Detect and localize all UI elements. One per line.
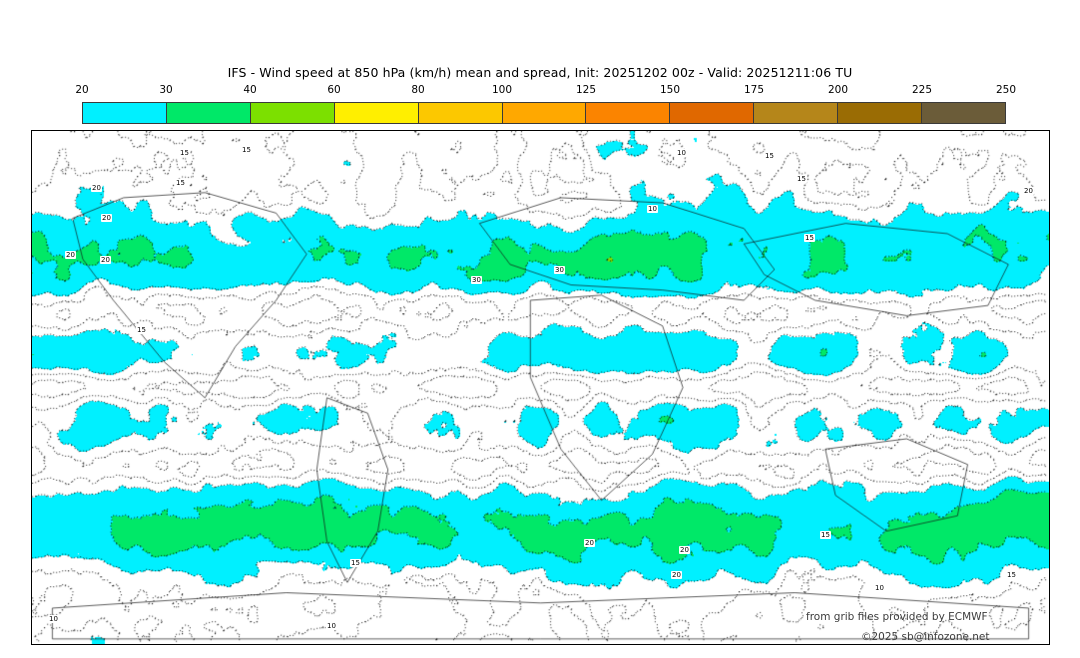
colorbar-tick-100: 100 bbox=[491, 84, 513, 96]
contour-label: 20 bbox=[100, 256, 111, 264]
colorbar-tick-175: 175 bbox=[743, 84, 765, 96]
colorbar-segment-225-250 bbox=[922, 103, 1005, 123]
colorbar-segment-175-200 bbox=[754, 103, 839, 123]
contour-label: 15 bbox=[350, 559, 361, 567]
colorbar-tick-labels: 20 30 40 60 80 100 125 150 175 200 225 250 bbox=[75, 84, 1016, 100]
contour-label: 10 bbox=[326, 622, 337, 630]
colorbar: 20 30 40 60 80 100 125 150 175 200 225 250 bbox=[75, 84, 1016, 126]
contour-label: 20 bbox=[65, 251, 76, 259]
colorbar-tick-20: 20 bbox=[75, 84, 89, 96]
colorbar-segment-80-100 bbox=[418, 103, 503, 123]
map-frame[interactable]: 15 15 10 15 20 20 15 10 15 20 15 20 20 30 30 15 20 20 20 15… bbox=[31, 130, 1050, 645]
contour-label: 20 bbox=[671, 571, 682, 579]
colorbar-tick-125: 125 bbox=[575, 84, 597, 96]
colorbar-tick-250: 250 bbox=[995, 84, 1017, 96]
contour-label: 30 bbox=[554, 266, 565, 274]
colorbar-segment-100-125 bbox=[502, 103, 587, 123]
contour-label: 15 bbox=[136, 326, 147, 334]
colorbar-segment-200-225 bbox=[838, 103, 923, 123]
contour-label: 15 bbox=[241, 146, 252, 154]
colorbar-segment-150-175 bbox=[670, 103, 755, 123]
contour-label: 15 bbox=[804, 234, 815, 242]
data-source-credit: from grib files provided by ECMWF bbox=[806, 611, 988, 623]
contour-label: 20 bbox=[91, 184, 102, 192]
contour-label: 10 bbox=[676, 149, 687, 157]
contour-label: 20 bbox=[101, 214, 112, 222]
contour-label: 10 bbox=[647, 205, 658, 213]
colorbar-tick-80: 80 bbox=[411, 84, 425, 96]
colorbar-segment-40-60 bbox=[250, 103, 335, 123]
page-title: IFS - Wind speed at 850 hPa (km/h) mean … bbox=[227, 65, 853, 80]
copyright-credit: ©2025 sb@infozone.net bbox=[861, 631, 990, 643]
colorbar-tick-40: 40 bbox=[243, 84, 257, 96]
colorbar-segment-30-40 bbox=[166, 103, 251, 123]
contour-label: 15 bbox=[820, 531, 831, 539]
colorbar-tick-60: 60 bbox=[327, 84, 341, 96]
contour-label: 10 bbox=[48, 615, 59, 623]
colorbar-tick-225: 225 bbox=[911, 84, 933, 96]
colorbar-segment-20-30 bbox=[83, 103, 167, 123]
contour-label: 15 bbox=[764, 152, 775, 160]
colorbar-segment-60-80 bbox=[334, 103, 419, 123]
contour-label: 15 bbox=[1006, 571, 1017, 579]
wind-speed-field[interactable] bbox=[32, 131, 1049, 644]
colorbar-segments bbox=[82, 102, 1006, 124]
contour-label: 15 bbox=[175, 179, 186, 187]
contour-label: 20 bbox=[1023, 187, 1034, 195]
colorbar-segment-125-150 bbox=[586, 103, 671, 123]
contour-label: 15 bbox=[179, 149, 190, 157]
colorbar-tick-30: 30 bbox=[159, 84, 173, 96]
contour-label: 20 bbox=[679, 546, 690, 554]
colorbar-tick-150: 150 bbox=[659, 84, 681, 96]
contour-label: 15 bbox=[796, 175, 807, 183]
contour-label: 30 bbox=[471, 276, 482, 284]
contour-label: 10 bbox=[874, 584, 885, 592]
contour-label: 20 bbox=[584, 539, 595, 547]
colorbar-tick-200: 200 bbox=[827, 84, 849, 96]
